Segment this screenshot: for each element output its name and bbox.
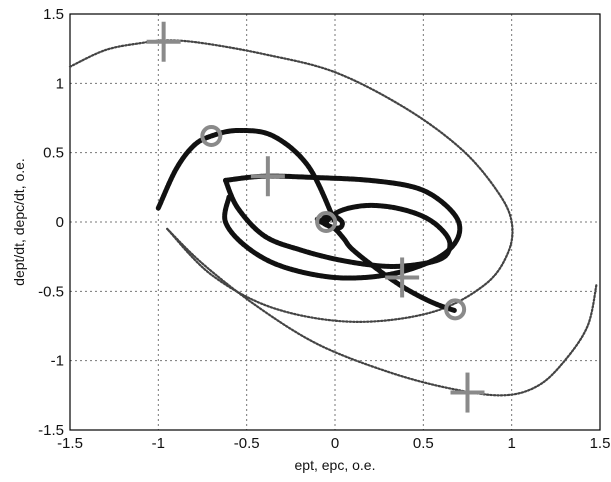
x-tick-label: -1 xyxy=(152,435,165,452)
series-trajectory-5 xyxy=(223,177,453,269)
series-trajectory-3 xyxy=(222,173,463,281)
series-trajectory-2 xyxy=(166,227,598,397)
y-tick-label: -0.5 xyxy=(38,283,64,300)
circle-marker xyxy=(200,125,223,148)
y-tick-label: 1 xyxy=(56,75,64,92)
y-tick-label: 0 xyxy=(56,214,64,231)
y-tick-label: -1.5 xyxy=(38,422,64,439)
series-trajectory-1 xyxy=(68,39,514,323)
x-tick-label: -0.5 xyxy=(234,435,260,452)
x-tick-labels: -1.5 -1 -0.5 0 0.5 1 1.5 xyxy=(57,435,610,452)
series-trajectory-6 xyxy=(155,127,338,225)
marker-layer xyxy=(146,21,485,413)
x-tick-label: 1.5 xyxy=(590,435,611,452)
x-axis-label: ept, epc, o.e. xyxy=(295,457,376,473)
circle-marker xyxy=(444,298,467,321)
plus-marker xyxy=(450,372,485,413)
x-tick-label: -1.5 xyxy=(57,435,83,452)
x-tick-label: 0.5 xyxy=(413,435,434,452)
x-tick-label: 0 xyxy=(331,435,339,452)
y-tick-label: -1 xyxy=(51,353,64,370)
plus-marker xyxy=(146,21,181,62)
y-tick-label: 0.5 xyxy=(43,145,64,162)
circle-marker xyxy=(315,211,338,233)
x-tick-label: 1 xyxy=(507,435,515,452)
y-tick-labels: 1.5 1 0.5 0 -0.5 -1 -1.5 xyxy=(38,6,64,439)
plus-marker xyxy=(250,156,285,197)
y-axis-label: dept/dt, depc/dt, o.e. xyxy=(11,158,27,286)
y-tick-label: 1.5 xyxy=(43,6,64,23)
plus-marker xyxy=(385,257,420,298)
plot-frame xyxy=(69,13,601,431)
